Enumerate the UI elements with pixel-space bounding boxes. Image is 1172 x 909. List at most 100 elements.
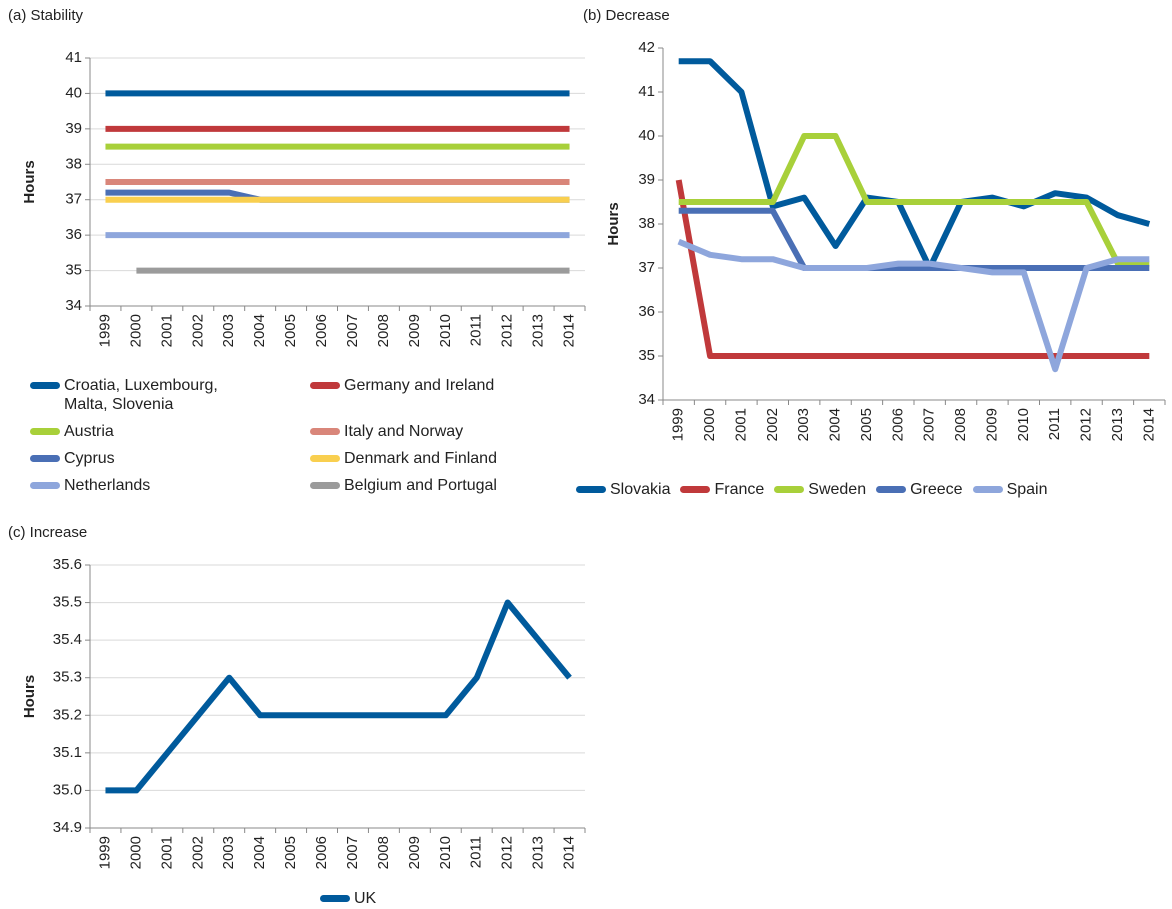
y-tick-label: 35 [638,347,655,364]
y-tick-label: 40 [638,127,655,144]
y-tick-label: 40 [65,84,82,101]
legend-swatch [310,455,340,462]
chart-title: (b) Decrease [583,7,670,24]
x-tick-label: 2011 [468,836,485,868]
x-tick-label: 2014 [561,314,578,347]
series-line [678,133,1150,267]
x-tick-label: 2003 [220,836,237,869]
x-tick-label: 2004 [251,836,268,869]
x-tick-label: 2010 [437,836,454,869]
legend-label: Netherlands [64,477,151,494]
legend-item: Sweden [774,480,866,499]
y-tick-label: 34 [638,391,655,408]
y-tick-label: 35.4 [53,631,82,648]
x-tick-label: 2006 [313,314,330,347]
legend-item: Greece [876,480,963,499]
y-tick-label: 37 [638,259,655,276]
legend-swatch [310,482,340,489]
y-tick-label: 35.3 [53,669,82,686]
chart-title: (a) Stability [8,7,84,24]
x-tick-label: 1999 [96,836,113,869]
x-tick-label: 2002 [189,836,206,869]
x-tick-label: 2001 [732,408,749,441]
y-axis-title: Hours [21,160,38,203]
x-tick-label: 1999 [670,408,687,441]
legend-item: Denmark and Finland [310,449,570,468]
x-tick-label: 2000 [701,408,718,441]
x-tick-label: 2001 [158,314,175,347]
x-tick-label: 2008 [952,408,969,441]
legend-label: Spain [1006,481,1048,498]
y-tick-label: 39 [65,120,82,137]
x-tick-label: 2005 [282,836,299,869]
x-tick-label: 2002 [189,314,206,347]
x-tick-label: 2003 [220,314,237,347]
x-tick-label: 2005 [282,314,299,347]
legend-label: Croatia, Luxembourg, Malta, Slovenia [64,377,218,413]
y-tick-label: 35.1 [53,744,82,761]
legend: Slovakia France Sweden Greece Spain [576,480,1172,499]
legend-label: Italy and Norway [344,423,464,440]
y-tick-label: 35.6 [53,556,82,573]
legend-item: Germany and Ireland [310,376,570,414]
series-line [105,599,572,794]
x-tick-label: 2003 [795,408,812,441]
legend-label: Austria [64,423,114,440]
legend-item: Cyprus [30,449,250,468]
legend-item: France [680,480,764,499]
x-tick-label: 2010 [437,314,454,347]
legend-swatch [30,482,60,489]
y-tick-label: 36 [638,303,655,320]
x-tick-label: 2012 [1078,408,1095,441]
y-tick-label: 41 [65,49,82,66]
x-tick-label: 2014 [1140,408,1157,441]
legend-label: France [714,481,765,498]
x-tick-label: 2005 [858,408,875,441]
legend-label: Sweden [808,481,867,498]
x-tick-label: 2002 [764,408,781,441]
legend-swatch [310,382,340,389]
x-tick-label: 2009 [406,314,423,347]
series-line [675,179,1150,359]
y-tick-label: 41 [638,83,655,100]
legend-item: Belgium and Portugal [310,476,570,495]
x-tick-label: 1999 [96,314,113,347]
legend-item: Italy and Norway [310,422,570,441]
legend-item: Austria [30,422,250,441]
x-tick-label: 2013 [1109,408,1126,441]
x-tick-label: 2011 [1046,408,1063,440]
legend-swatch [30,428,60,435]
x-tick-label: 2008 [375,836,392,869]
x-tick-label: 2006 [313,836,330,869]
x-tick-label: 2007 [344,314,361,347]
legend-label: Denmark and Finland [344,450,497,467]
y-axis-title: Hours [605,202,622,245]
y-tick-label: 35.5 [53,594,82,611]
legend-item: Netherlands [30,476,250,495]
y-tick-label: 38 [638,215,655,232]
legend-label: Germany and Ireland [344,377,495,394]
x-tick-label: 2001 [158,836,175,869]
x-tick-label: 2010 [1015,408,1032,441]
legend: UK [320,889,420,908]
chart-title: (c) Increase [8,524,87,541]
legend-label: Slovakia [610,481,671,498]
legend-swatch [320,895,350,902]
x-tick-label: 2006 [889,408,906,441]
x-tick-label: 2004 [251,314,268,347]
legend-label: Greece [910,481,963,498]
x-tick-label: 2009 [406,836,423,869]
legend-swatch [972,486,1003,493]
x-tick-label: 2013 [530,314,547,347]
legend-label: Cyprus [64,450,115,467]
y-tick-label: 35.2 [53,706,82,723]
legend-swatch [876,486,907,493]
y-tick-label: 34 [65,297,82,314]
legend-swatch [30,382,60,389]
x-tick-label: 2014 [561,836,578,869]
y-tick-label: 39 [638,171,655,188]
y-axis-title: Hours [21,675,38,718]
legend-item: Spain [972,480,1048,499]
